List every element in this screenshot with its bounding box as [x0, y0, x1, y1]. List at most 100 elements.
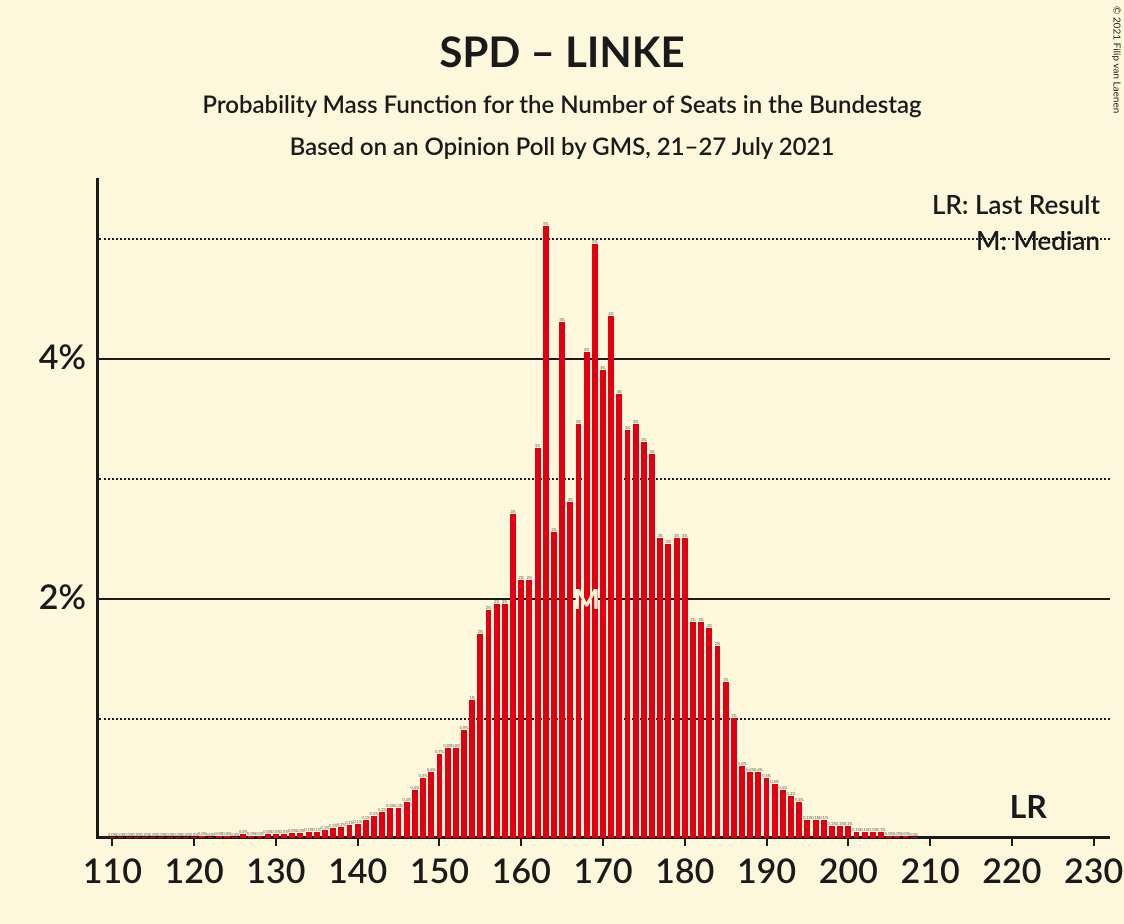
- x-tick: [357, 838, 359, 846]
- bar-value-label: 5%: [543, 221, 549, 226]
- pmf-bar: 0.6%: [755, 772, 761, 838]
- pmf-bar: 0.3%: [404, 802, 410, 838]
- pmf-bar: 0.1%: [829, 826, 835, 838]
- bar-value-label: 2%: [698, 617, 704, 622]
- pmf-bar: 3%: [535, 448, 541, 838]
- pmf-bar: 3%: [551, 532, 557, 838]
- pmf-bar: 4%: [616, 394, 622, 838]
- pmf-bar: 0.0%: [903, 836, 909, 838]
- pmf-bar: 2%: [526, 580, 532, 838]
- pmf-bar: 0.3%: [796, 802, 802, 838]
- gridline-minor: [99, 238, 1110, 240]
- pmf-bar: 0.8%: [453, 748, 459, 838]
- pmf-bar: 3%: [567, 502, 573, 838]
- pmf-bar: 0.0%: [142, 837, 148, 838]
- bar-value-label: 3%: [568, 497, 574, 502]
- pmf-bar: 0.1%: [854, 832, 860, 838]
- bar-value-label: 4%: [608, 311, 614, 316]
- pmf-chart: 2%4%0.0%0.0%0.0%0.0%0.0%0.0%0.0%0.0%0.0%…: [96, 178, 1110, 838]
- bar-value-label: 3%: [649, 449, 655, 454]
- pmf-bar: 2%: [518, 580, 524, 838]
- bar-value-label: 3%: [682, 533, 688, 538]
- x-tick-label: 220: [982, 850, 1041, 891]
- pmf-bar: 0.1%: [870, 832, 876, 838]
- pmf-bar: 1%: [469, 700, 475, 838]
- pmf-bar: 0.0%: [232, 837, 238, 838]
- x-tick-label: 210: [901, 850, 960, 891]
- pmf-bar: 0.1%: [322, 830, 328, 838]
- bar-value-label: 1%: [731, 713, 737, 718]
- pmf-bar: 0.0%: [150, 837, 156, 838]
- bar-value-label: 0.1%: [844, 821, 853, 826]
- pmf-bar: 0.0%: [224, 836, 230, 838]
- legend-median: M: Median: [976, 224, 1100, 256]
- pmf-bar: 0.0%: [289, 833, 295, 838]
- x-tick-label: 230: [1064, 850, 1123, 891]
- pmf-bar: 0.0%: [281, 834, 287, 838]
- chart-subtitle-2: Based on an Opinion Poll by GMS, 21–27 J…: [0, 132, 1124, 161]
- pmf-bar: 3%: [657, 538, 663, 838]
- pmf-bar: 0.0%: [175, 837, 181, 838]
- bar-value-label: 3%: [641, 437, 647, 442]
- bar-value-label: 3%: [510, 509, 516, 514]
- pmf-bar: 3%: [576, 424, 582, 838]
- bar-value-label: 0.7%: [435, 749, 444, 754]
- pmf-bar: 0.1%: [355, 824, 361, 838]
- bar-value-label: 0.1%: [819, 815, 828, 820]
- pmf-bar: 0.0%: [265, 834, 271, 838]
- bar-value-label: 3%: [674, 533, 680, 538]
- pmf-bar: 0.0%: [158, 837, 164, 838]
- pmf-bar: 0.1%: [330, 828, 336, 838]
- bar-value-label: 0.3%: [394, 803, 403, 808]
- bar-value-label: 1%: [469, 695, 475, 700]
- pmf-bar: 3%: [674, 538, 680, 838]
- pmf-bar: 3%: [682, 538, 688, 838]
- pmf-bar: 2%: [486, 610, 492, 838]
- pmf-bar: 0.7%: [437, 754, 443, 838]
- bar-value-label: 0.6%: [738, 761, 747, 766]
- bar-value-label: 2%: [502, 599, 508, 604]
- x-tick: [847, 838, 849, 846]
- pmf-bar: 0.1%: [813, 820, 819, 838]
- bar-value-label: 2%: [518, 575, 524, 580]
- pmf-bar: 2%: [502, 604, 508, 838]
- bar-value-label: 4%: [584, 347, 590, 352]
- pmf-bar: 5%: [592, 244, 598, 838]
- bar-value-label: 2%: [494, 599, 500, 604]
- x-tick-label: 140: [328, 850, 387, 891]
- pmf-bar: 0.1%: [363, 820, 369, 838]
- y-tick-label: 2%: [16, 576, 86, 617]
- pmf-bar: 0.0%: [894, 836, 900, 838]
- pmf-bar: 0.1%: [878, 832, 884, 838]
- pmf-bar: 0.0%: [216, 836, 222, 838]
- bar-value-label: 0.9%: [460, 725, 469, 730]
- pmf-bar: 0.0%: [126, 837, 132, 838]
- x-tick: [766, 838, 768, 846]
- pmf-bar: 0.0%: [886, 836, 892, 838]
- bar-value-label: 0.0%: [909, 832, 918, 837]
- pmf-bar: 0.0%: [183, 837, 189, 838]
- bar-value-label: 2%: [715, 641, 721, 646]
- bar-value-label: 0.6%: [427, 767, 436, 772]
- pmf-bar: 0.0%: [297, 833, 303, 838]
- x-tick-label: 120: [165, 850, 224, 891]
- x-tick: [275, 838, 277, 846]
- pmf-bar: 0.2%: [379, 812, 385, 838]
- pmf-bar: 0.1%: [338, 827, 344, 838]
- pmf-bar: 4%: [608, 316, 614, 838]
- bar-value-label: 0.3%: [795, 797, 804, 802]
- legend-lr: LR: Last Result: [932, 188, 1100, 220]
- gridline-major: [99, 358, 1110, 360]
- bar-value-label: 4%: [617, 389, 623, 394]
- bar-value-label: 0.4%: [778, 785, 787, 790]
- pmf-bar: 0.3%: [788, 796, 794, 838]
- bar-value-label: 0.5%: [419, 773, 428, 778]
- bar-value-label: 0.5%: [762, 773, 771, 778]
- pmf-bar: 4%: [600, 370, 606, 838]
- pmf-bar: 2%: [698, 622, 704, 838]
- x-tick: [193, 838, 195, 846]
- pmf-bar: 1%: [723, 682, 729, 838]
- pmf-bar: 3%: [625, 430, 631, 838]
- pmf-bar: 0.4%: [412, 790, 418, 838]
- pmf-bar: 0.8%: [445, 748, 451, 838]
